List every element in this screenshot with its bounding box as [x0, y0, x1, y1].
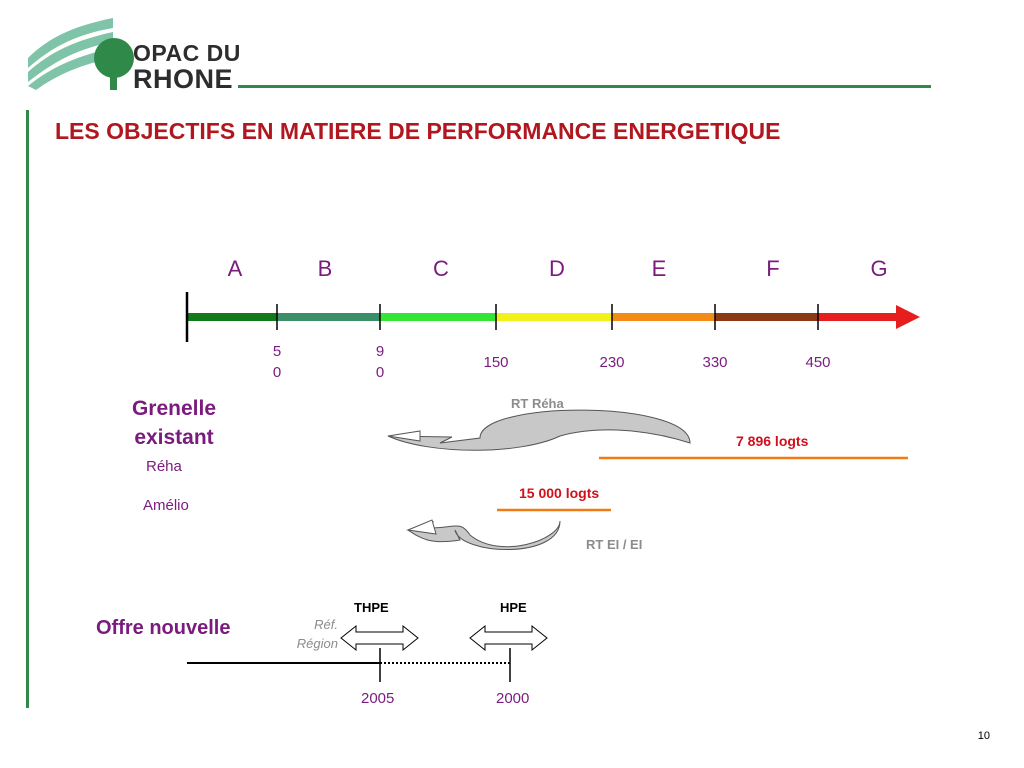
- tick-label-330: 330: [702, 354, 728, 371]
- thpe-double-arrow: [340, 624, 419, 652]
- header-divider: [238, 85, 931, 88]
- segment-d: [496, 313, 612, 321]
- class-letter-e: E: [651, 256, 667, 281]
- tick-label-230: 230: [599, 354, 625, 371]
- rt-reha-arrow: [387, 409, 691, 451]
- segment-e: [612, 313, 715, 321]
- amelio-label: Amélio: [143, 497, 189, 514]
- hpe-double-arrow: [469, 624, 548, 652]
- scale-arrow-head: [896, 305, 920, 329]
- segment-c: [380, 313, 496, 321]
- ref-region-label: Réf. Région: [296, 617, 338, 651]
- opac-logo: [28, 18, 134, 90]
- rt-reha-label: RT Réha: [511, 396, 564, 411]
- segment-g: [818, 313, 898, 321]
- scale-ticks: [276, 304, 819, 330]
- offre-nouvelle-label: Offre nouvelle: [96, 617, 231, 639]
- left-divider: [26, 110, 29, 708]
- class-letter-b: B: [317, 256, 333, 281]
- segment-f: [715, 313, 818, 321]
- page-number: 10: [977, 730, 990, 742]
- grenelle-existant-label: Grenelle existant: [131, 397, 217, 449]
- hpe-label: HPE: [500, 600, 527, 615]
- logo-text-line1: OPAC DU: [133, 40, 241, 66]
- class-letter-c: C: [433, 256, 449, 281]
- tick-label-450: 450: [805, 354, 831, 371]
- tree-icon: [94, 38, 134, 78]
- thpe-label: THPE: [354, 600, 389, 615]
- logo-text-line2: RHONE: [133, 64, 234, 94]
- slide-title: LES OBJECTIFS EN MATIERE DE PERFORMANCE …: [55, 118, 781, 144]
- reha-label: Réha: [146, 458, 182, 475]
- segment-b: [277, 313, 380, 321]
- rt-ei-label: RT EI / EI: [586, 537, 643, 552]
- year-2005-label: 2005: [361, 690, 395, 707]
- tick-label-150: 150: [483, 354, 509, 371]
- logts-15000-label: 15 000 logts: [519, 485, 600, 501]
- segment-a: [187, 313, 277, 321]
- class-letter-d: D: [549, 256, 565, 281]
- energy-scale-bar: [187, 305, 920, 329]
- class-letter-f: F: [766, 256, 780, 281]
- logts-7896-label: 7 896 logts: [736, 433, 809, 449]
- class-letter-a: A: [227, 256, 243, 281]
- year-2000-label: 2000: [496, 690, 530, 707]
- class-letter-g: G: [870, 256, 888, 281]
